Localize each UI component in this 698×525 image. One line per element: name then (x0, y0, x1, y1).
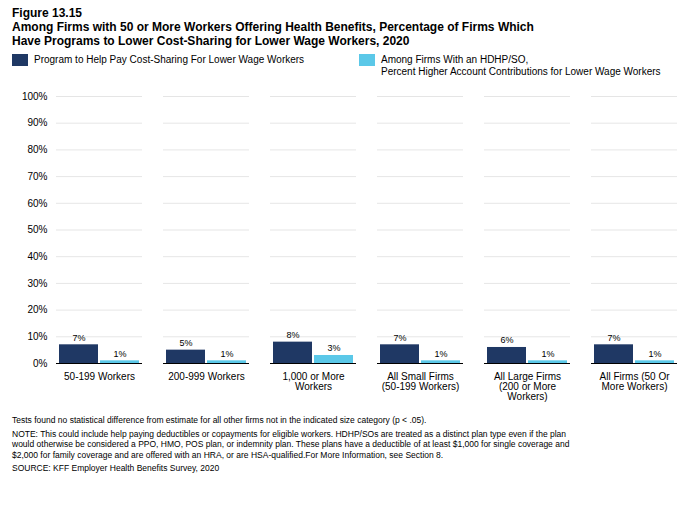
svg-text:40%: 40% (27, 251, 47, 262)
svg-text:50-199 Workers: 50-199 Workers (64, 371, 135, 382)
svg-text:20%: 20% (27, 304, 47, 315)
svg-text:3%: 3% (327, 343, 340, 353)
svg-text:6%: 6% (500, 335, 513, 345)
html-text:SOURCE: KFF Employer Health Be: SOURCE: KFF Employer Health Benefits Sur… (12, 463, 220, 473)
svg-text:7%: 7% (393, 333, 406, 343)
svg-text:1%: 1% (434, 349, 447, 359)
svg-text:1%: 1% (648, 349, 661, 359)
svg-text:1%: 1% (220, 349, 233, 359)
svg-text:100%: 100% (22, 91, 48, 102)
svg-text:50%: 50% (27, 224, 47, 235)
svg-text:All Small Firms(50-199 Workers: All Small Firms(50-199 Workers) (382, 371, 460, 392)
svg-text:60%: 60% (27, 198, 47, 209)
svg-text:200-999 Workers: 200-999 Workers (168, 371, 245, 382)
svg-text:7%: 7% (72, 333, 85, 343)
svg-text:0%: 0% (33, 358, 48, 369)
html-text:Figure 13.15 Among Firms with: Figure 13.15 Among Firms with 50 or More… (12, 6, 534, 48)
svg-text:80%: 80% (27, 144, 47, 155)
svg-text:1,000 or MoreWorkers: 1,000 or MoreWorkers (282, 371, 345, 392)
html-text:Program to Help Pay Cost-Shari: Program to Help Pay Cost-Sharing For Low… (34, 54, 305, 65)
html-text:Among Firms With an HDHP/SO, P: Among Firms With an HDHP/SO, Percent Hig… (381, 54, 661, 77)
svg-text:5%: 5% (179, 338, 192, 348)
svg-text:90%: 90% (27, 117, 47, 128)
svg-text:10%: 10% (27, 331, 47, 342)
html-text:Tests found no statistical dif: Tests found no statistical difference fr… (12, 415, 427, 425)
svg-text:8%: 8% (286, 330, 299, 340)
svg-text:30%: 30% (27, 278, 47, 289)
svg-text:1%: 1% (541, 349, 554, 359)
svg-text:70%: 70% (27, 171, 47, 182)
svg-text:7%: 7% (607, 333, 620, 343)
html-text:NOTE: This could include help: NOTE: This could include help paying ded… (12, 428, 570, 460)
svg-text:1%: 1% (113, 349, 126, 359)
svg-text:All Firms (50 OrMore Workers): All Firms (50 OrMore Workers) (600, 371, 671, 392)
svg-text:All Large Firms(200 or MoreWor: All Large Firms(200 or MoreWorkers) (494, 371, 561, 402)
